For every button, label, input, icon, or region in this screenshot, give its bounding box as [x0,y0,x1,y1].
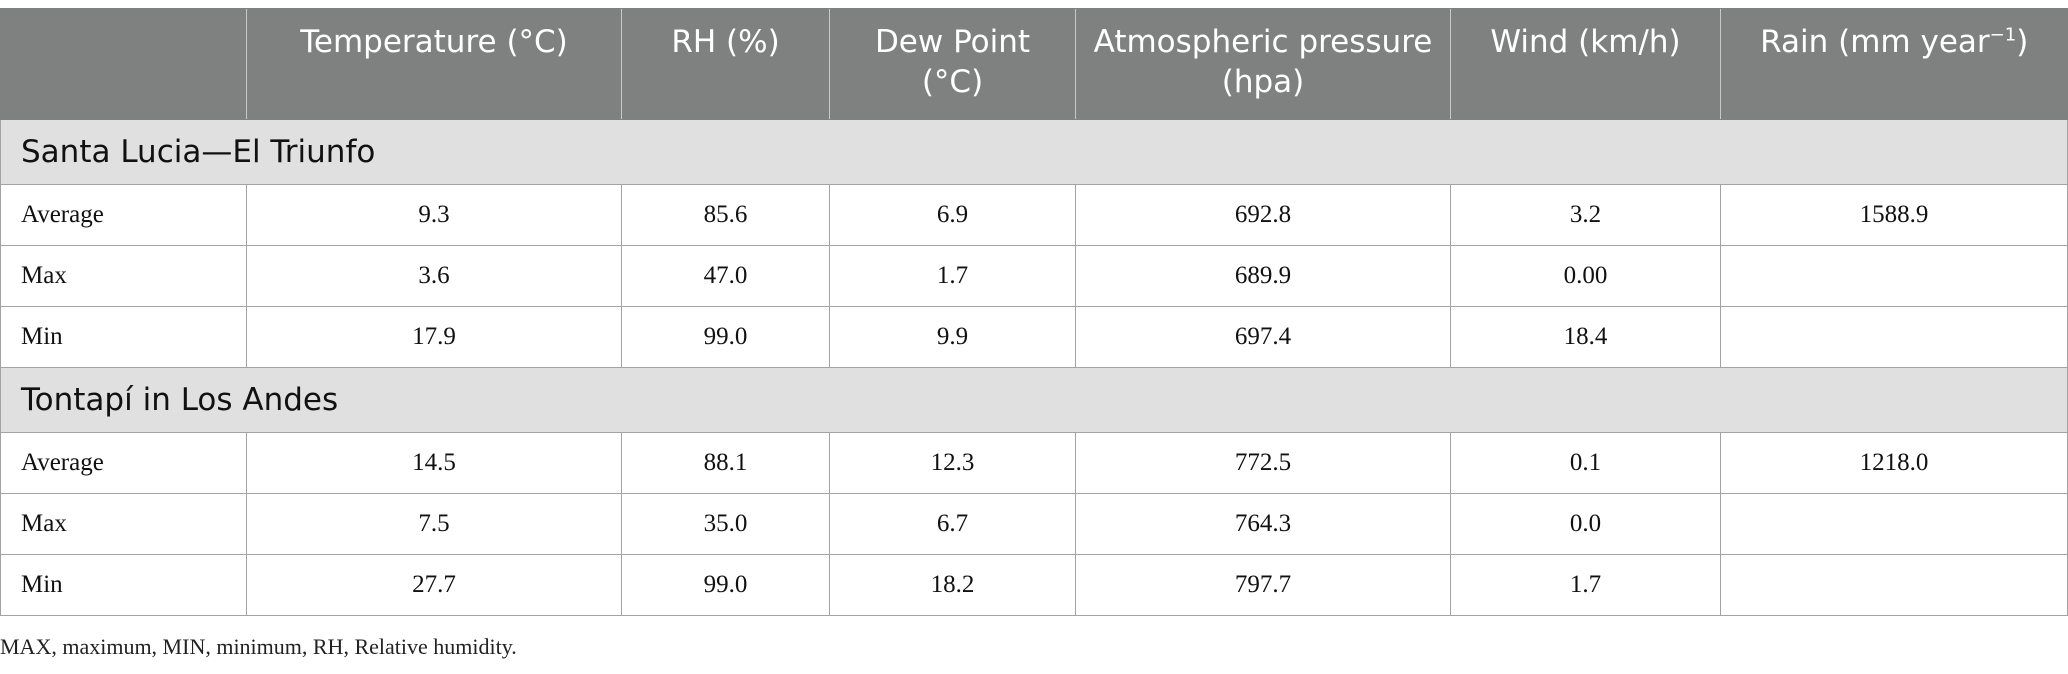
climate-table: Temperature (°C) RH (%) Dew Point (°C) A… [0,8,2068,616]
table-cell: 764.3 [1075,493,1451,555]
table-cell: 9.9 [829,306,1076,368]
table-row: Min 17.9 99.0 9.9 697.4 18.4 [0,306,2068,368]
table-cell: 27.7 [246,554,622,616]
table-cell: 6.7 [829,493,1076,555]
table-cell: 47.0 [621,245,830,307]
table-cell: 0.0 [1450,493,1721,555]
table-cell: 1.7 [1450,554,1721,616]
row-label: Max [0,245,247,307]
table-cell: 88.1 [621,432,830,494]
table-cell: 0.1 [1450,432,1721,494]
header-cell-rain: Rain (mm year−1) [1720,8,2068,120]
table-row: Average 9.3 85.6 6.9 692.8 3.2 1588.9 [0,184,2068,246]
table-cell [1720,306,2068,368]
rain-header-label: Rain (mm year [1760,24,1990,60]
row-label: Max [0,493,247,555]
table-cell: 797.7 [1075,554,1451,616]
table-cell: 1588.9 [1720,184,2068,246]
table-cell [1720,245,2068,307]
header-cell-atmospheric-pressure: Atmospheric pressure (hpa) [1075,8,1451,120]
table-row: Max 3.6 47.0 1.7 689.9 0.00 [0,245,2068,307]
table-cell [1720,554,2068,616]
table-cell: 35.0 [621,493,830,555]
table-cell: 0.00 [1450,245,1721,307]
table-cell: 18.4 [1450,306,1721,368]
table-cell: 14.5 [246,432,622,494]
table-cell: 9.3 [246,184,622,246]
table-cell: 99.0 [621,306,830,368]
table-row: Min 27.7 99.0 18.2 797.7 1.7 [0,554,2068,616]
table-row: Max 7.5 35.0 6.7 764.3 0.0 [0,493,2068,555]
table-cell: 772.5 [1075,432,1451,494]
rain-header-close: ) [2016,24,2029,60]
header-cell-wind: Wind (km/h) [1450,8,1721,120]
row-label: Min [0,306,247,368]
table-cell: 85.6 [621,184,830,246]
section-title: Tontapí in Los Andes [0,367,2068,433]
table-footnote: MAX, maximum, MIN, minimum, RH, Relative… [0,634,517,659]
header-cell-temperature: Temperature (°C) [246,8,622,120]
row-label: Average [0,432,247,494]
table-cell: 692.8 [1075,184,1451,246]
table-cell: 6.9 [829,184,1076,246]
rain-header-sup: −1 [1989,24,2017,46]
header-cell-rh: RH (%) [621,8,830,120]
header-cell-dew-point: Dew Point (°C) [829,8,1076,120]
section-row: Tontapí in Los Andes [0,367,2068,433]
table-row: Average 14.5 88.1 12.3 772.5 0.1 1218.0 [0,432,2068,494]
table-cell [1720,493,2068,555]
table-cell: 1.7 [829,245,1076,307]
row-label: Min [0,554,247,616]
table-cell: 697.4 [1075,306,1451,368]
table-cell: 17.9 [246,306,622,368]
table-cell: 18.2 [829,554,1076,616]
table-cell: 7.5 [246,493,622,555]
section-row: Santa Lucia—El Triunfo [0,119,2068,185]
table-cell: 689.9 [1075,245,1451,307]
table-cell: 12.3 [829,432,1076,494]
section-title: Santa Lucia—El Triunfo [0,119,2068,185]
table-cell: 1218.0 [1720,432,2068,494]
header-cell-empty [0,8,247,120]
table-cell: 99.0 [621,554,830,616]
table-cell: 3.2 [1450,184,1721,246]
header-row: Temperature (°C) RH (%) Dew Point (°C) A… [0,8,2068,120]
row-label: Average [0,184,247,246]
table-cell: 3.6 [246,245,622,307]
